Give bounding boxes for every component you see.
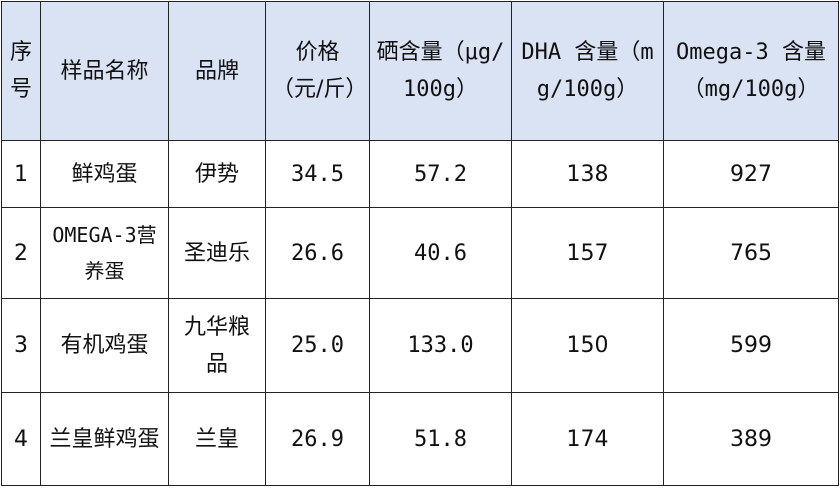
- header-omega3: Omega-3 含量（mg/100g）: [663, 1, 839, 141]
- cell-price: 34.5: [265, 140, 370, 208]
- header-price: 价格（元/斤）: [265, 1, 370, 141]
- header-sample-name: 样品名称: [40, 1, 169, 141]
- cell-index: 4: [1, 392, 41, 486]
- cell-index: 1: [1, 140, 41, 208]
- header-selenium: 硒含量（μg/100g）: [369, 1, 512, 141]
- cell-price: 26.9: [265, 392, 370, 486]
- cell-brand: 圣迪乐: [168, 207, 266, 299]
- cell-dha: 138: [511, 140, 664, 208]
- cell-brand: 兰皇: [168, 392, 266, 486]
- cell-omega3: 765: [663, 207, 839, 299]
- cell-omega3: 927: [663, 140, 839, 208]
- header-row: 序号 样品名称 品牌 价格（元/斤） 硒含量（μg/100g） DHA 含量（m…: [1, 1, 839, 141]
- header-brand: 品牌: [168, 1, 266, 141]
- cell-sample-name: OMEGA-3营养蛋: [40, 207, 169, 299]
- table-row: 3 有机鸡蛋 九华粮品 25.0 133.0 150 599: [1, 298, 839, 393]
- cell-price: 26.6: [265, 207, 370, 299]
- cell-omega3: 599: [663, 298, 839, 393]
- cell-dha: 150: [511, 298, 664, 393]
- cell-selenium: 51.8: [369, 392, 512, 486]
- cell-sample-name: 有机鸡蛋: [40, 298, 169, 393]
- cell-selenium: 133.0: [369, 298, 512, 393]
- table-row: 4 兰皇鲜鸡蛋 兰皇 26.9 51.8 174 389: [1, 392, 839, 486]
- cell-omega3: 389: [663, 392, 839, 486]
- cell-price: 25.0: [265, 298, 370, 393]
- table-row: 1 鲜鸡蛋 伊势 34.5 57.2 138 927: [1, 140, 839, 208]
- cell-index: 2: [1, 207, 41, 299]
- cell-index: 3: [1, 298, 41, 393]
- cell-selenium: 40.6: [369, 207, 512, 299]
- cell-dha: 174: [511, 392, 664, 486]
- cell-sample-name: 鲜鸡蛋: [40, 140, 169, 208]
- header-dha: DHA 含量（mg/100g）: [511, 1, 664, 141]
- cell-selenium: 57.2: [369, 140, 512, 208]
- table-row: 2 OMEGA-3营养蛋 圣迪乐 26.6 40.6 157 765: [1, 207, 839, 299]
- cell-dha: 157: [511, 207, 664, 299]
- header-index: 序号: [1, 1, 41, 141]
- cell-sample-name: 兰皇鲜鸡蛋: [40, 392, 169, 486]
- cell-brand: 伊势: [168, 140, 266, 208]
- cell-brand: 九华粮品: [168, 298, 266, 393]
